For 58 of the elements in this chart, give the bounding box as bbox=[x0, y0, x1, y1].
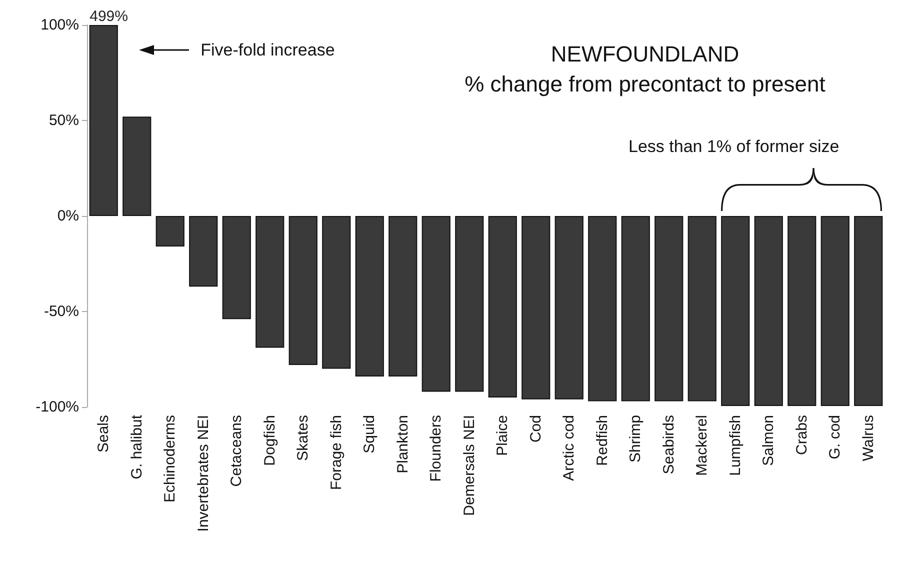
x-tick-label: Skates bbox=[294, 415, 312, 461]
bar bbox=[422, 216, 450, 392]
text: NEWFOUNDLAND bbox=[550, 42, 740, 66]
bar bbox=[820, 216, 850, 406]
annotation: Less than 1% of former size bbox=[628, 137, 840, 156]
x-tick-label: Walrus bbox=[860, 415, 877, 462]
x-tick-label: Demersals NEI bbox=[460, 415, 478, 516]
x-tick-label: Cetaceans bbox=[228, 415, 246, 487]
x-tick-label: Flounders bbox=[428, 415, 445, 482]
x-tick-label: Forage fish bbox=[328, 415, 345, 490]
bar bbox=[522, 216, 550, 400]
x-tick-label: Plankton bbox=[394, 415, 412, 474]
text: % change from precontact to present bbox=[464, 72, 826, 96]
x-tick-label: Seals bbox=[95, 415, 112, 453]
bar bbox=[222, 216, 251, 320]
x-tick-label: Squid bbox=[361, 415, 378, 454]
bar bbox=[721, 216, 750, 406]
bar bbox=[788, 216, 816, 406]
y-tick-label: -50% bbox=[44, 303, 79, 320]
x-tick-label: G. halibut bbox=[128, 414, 146, 480]
bar bbox=[89, 25, 118, 216]
y-tick-label: 50% bbox=[48, 112, 79, 129]
annotation: Five-fold increase bbox=[200, 40, 335, 60]
bar bbox=[156, 216, 184, 247]
x-tick-label: Echinoderms bbox=[162, 415, 179, 503]
x-tick-label: Crabs bbox=[793, 415, 810, 456]
x-tick-label: Redfish bbox=[594, 415, 611, 466]
y-tick-label: -100% bbox=[36, 398, 79, 416]
annotation: 499% bbox=[90, 8, 128, 25]
x-tick-label: Salmon bbox=[760, 415, 778, 466]
bar bbox=[256, 216, 284, 348]
bar bbox=[754, 216, 783, 406]
x-tick-label: Cod bbox=[527, 415, 544, 443]
x-tick-label: Arctic cod bbox=[560, 415, 578, 481]
bar bbox=[189, 216, 218, 287]
bar bbox=[688, 216, 716, 402]
x-tick-label: Shrimp bbox=[627, 415, 644, 463]
bar bbox=[455, 216, 484, 392]
bar bbox=[554, 216, 584, 400]
x-tick-label: Invertebrates NEI bbox=[194, 415, 212, 532]
y-tick-label: 100% bbox=[40, 16, 79, 34]
x-tick-label: Seabirds bbox=[660, 415, 678, 474]
bar bbox=[654, 216, 684, 402]
x-tick-label: Lumpfish bbox=[726, 415, 744, 476]
x-tick-label: Dogfish bbox=[261, 415, 278, 466]
bar bbox=[122, 116, 152, 216]
x-tick-label: G. cod bbox=[826, 415, 844, 460]
bar bbox=[288, 216, 318, 365]
y-tick-label: 0% bbox=[57, 208, 79, 224]
bar bbox=[588, 216, 617, 402]
x-tick-label: Plaice bbox=[494, 415, 512, 456]
bar bbox=[488, 216, 517, 398]
bar bbox=[388, 216, 418, 376]
bar bbox=[854, 216, 883, 406]
bar bbox=[621, 216, 650, 402]
bar bbox=[355, 216, 384, 376]
x-tick-label: Mackerel bbox=[694, 415, 711, 476]
bar bbox=[322, 216, 351, 369]
